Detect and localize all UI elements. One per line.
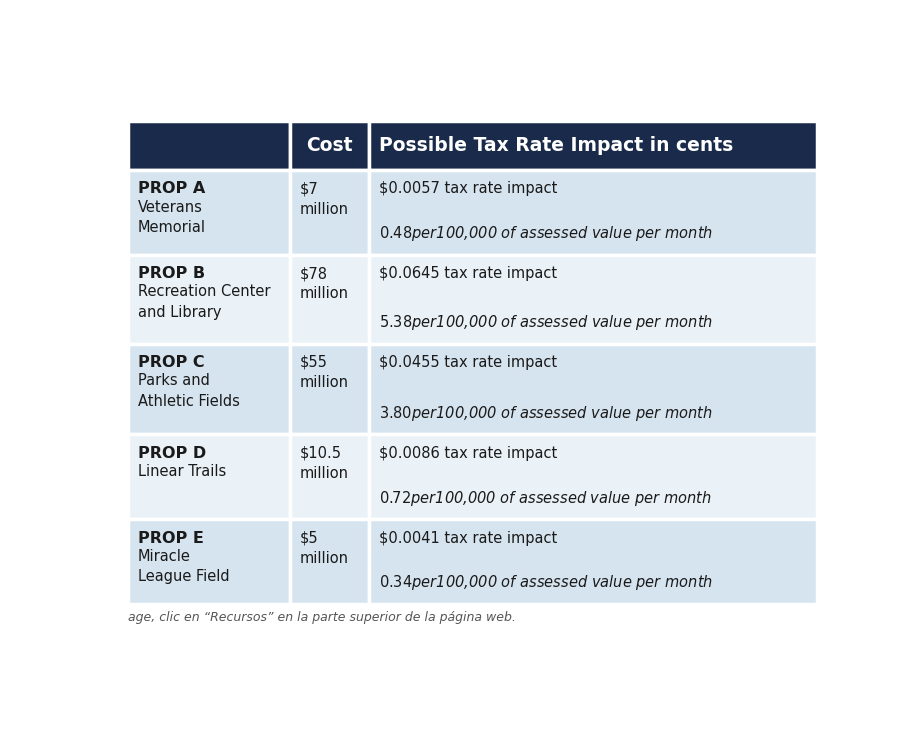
Bar — [369, 255, 817, 343]
Text: Miracle
League Field: Miracle League Field — [138, 549, 230, 584]
Bar — [369, 170, 817, 255]
Text: age, clic en “Recursos” en la parte superior de la página web.: age, clic en “Recursos” en la parte supe… — [128, 611, 516, 624]
Bar — [128, 255, 290, 343]
Bar — [290, 519, 369, 604]
Text: $0.0041 tax rate impact: $0.0041 tax rate impact — [379, 530, 558, 545]
Text: $0.72 per $100,000 of assessed value per month: $0.72 per $100,000 of assessed value per… — [379, 489, 712, 507]
Text: $55
million: $55 million — [300, 355, 349, 390]
Text: PROP B: PROP B — [138, 266, 206, 281]
Text: PROP C: PROP C — [138, 355, 205, 370]
Bar — [128, 121, 290, 170]
Bar — [128, 170, 290, 255]
Text: $10.5
million: $10.5 million — [300, 446, 349, 481]
Text: $0.0645 tax rate impact: $0.0645 tax rate impact — [379, 266, 557, 281]
Bar — [369, 519, 817, 604]
Bar — [290, 255, 369, 343]
Bar — [369, 121, 817, 170]
Text: $0.0455 tax rate impact: $0.0455 tax rate impact — [379, 355, 557, 370]
Text: Linear Trails: Linear Trails — [138, 464, 227, 479]
Text: Recreation Center
and Library: Recreation Center and Library — [138, 285, 271, 320]
Text: Cost: Cost — [306, 136, 353, 155]
Bar — [369, 434, 817, 519]
Bar — [128, 519, 290, 604]
Text: $78
million: $78 million — [300, 266, 349, 302]
Bar — [290, 170, 369, 255]
Bar — [369, 343, 817, 434]
Text: $0.34 per $100,000 of assessed value per month: $0.34 per $100,000 of assessed value per… — [379, 574, 714, 592]
Text: $7
million: $7 million — [300, 181, 349, 217]
Text: PROP E: PROP E — [138, 530, 204, 545]
Text: PROP A: PROP A — [138, 181, 206, 196]
Text: $3.80 per $100,000 of assessed value per month: $3.80 per $100,000 of assessed value per… — [379, 404, 713, 422]
Text: $5.38 per $100,000 of assessed value per month: $5.38 per $100,000 of assessed value per… — [379, 313, 714, 332]
Text: $5
million: $5 million — [300, 530, 349, 566]
Text: $0.0086 tax rate impact: $0.0086 tax rate impact — [379, 446, 558, 460]
Text: $0.48 per $100,000 of assessed value per month: $0.48 per $100,000 of assessed value per… — [379, 224, 714, 243]
Bar — [128, 434, 290, 519]
Bar — [290, 121, 369, 170]
Bar — [290, 343, 369, 434]
Text: $0.0057 tax rate impact: $0.0057 tax rate impact — [379, 181, 558, 196]
Text: Possible Tax Rate Impact in cents: Possible Tax Rate Impact in cents — [379, 136, 734, 155]
Bar — [128, 343, 290, 434]
Text: Parks and
Athletic Fields: Parks and Athletic Fields — [138, 373, 240, 409]
Text: PROP D: PROP D — [138, 446, 207, 460]
Bar — [290, 434, 369, 519]
Text: Veterans
Memorial: Veterans Memorial — [138, 200, 207, 235]
